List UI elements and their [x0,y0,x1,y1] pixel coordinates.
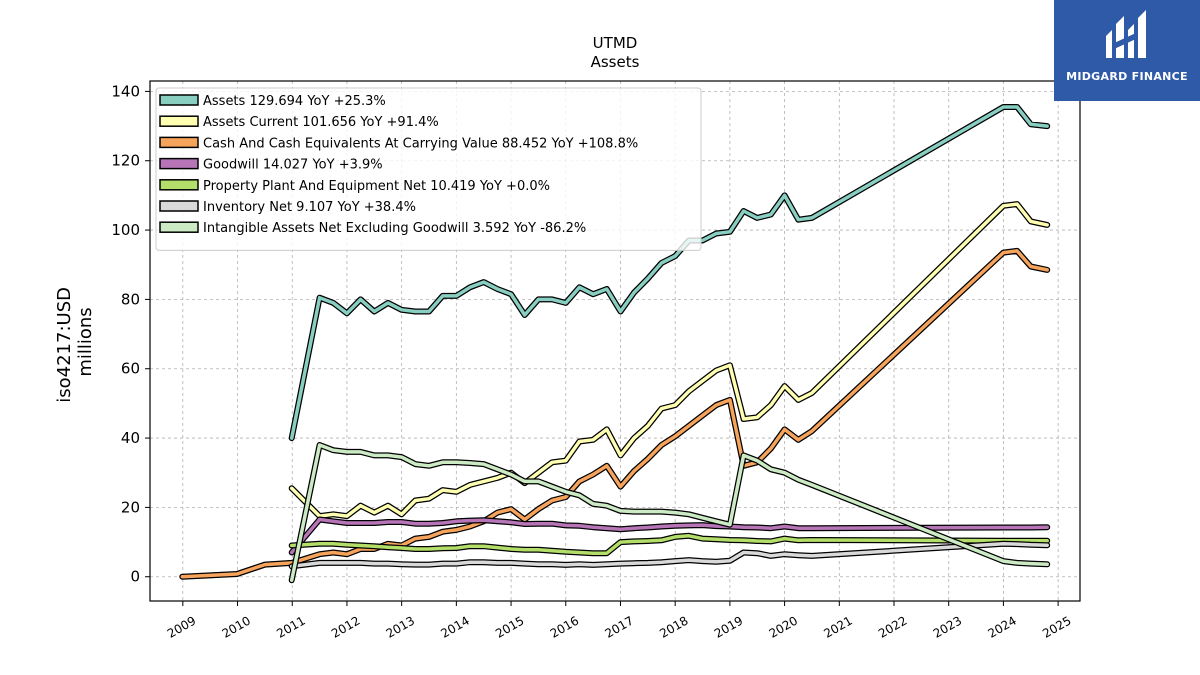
x-tick-label: 2019 [712,613,745,640]
x-tick-label: 2016 [548,613,581,640]
legend-entry: Assets 129.694 YoY +25.3% [203,94,386,109]
x-tick-label: 2023 [931,613,964,640]
y-tick-label: 140 [111,82,140,100]
legend-swatch [159,221,199,233]
series-6 [288,442,1051,584]
series-5 [288,540,1051,570]
series-line [180,249,1049,579]
series-4 [288,532,1051,557]
legend-entry: Intangible Assets Net Excluding Goodwill… [203,221,586,236]
legend: Assets 129.694 YoY +25.3% Assets Current … [155,87,702,251]
series-1 [288,201,1051,520]
legend-entry: Cash And Cash Equivalents At Carrying Va… [203,136,638,151]
series-line [289,202,1049,518]
legend-entry: Goodwill 14.027 YoY +3.9% [203,158,383,173]
series-3 [288,516,1051,556]
x-tick-label: 2022 [876,613,909,640]
x-tick-label: 2018 [657,613,690,640]
x-tick-label: 2017 [603,613,636,640]
x-tick-label: 2011 [274,613,307,640]
series-line [289,517,1049,555]
series-line [289,443,1049,582]
y-axis-label: iso4217:USD millions [54,281,96,402]
y-axis-label-line-1: iso4217:USD [54,287,75,403]
x-tick-label: 2021 [821,613,854,640]
brand-logo: MIDGARD FINANCE [1054,0,1200,101]
plot-frame [149,80,1081,602]
x-tick-label: 2015 [493,613,526,640]
legend-swatch [159,115,199,127]
brand-logo-icon [1106,10,1146,58]
legend-swatch [159,136,199,149]
legend-swatch [159,94,199,106]
series-line [289,542,1049,569]
y-tick-label: 0 [130,568,140,586]
series-layer [179,104,1051,584]
y-tick-label: 40 [121,429,140,447]
series-2 [179,247,1051,580]
x-tick-label: 2025 [1040,613,1073,640]
y-tick-label: 100 [111,221,140,239]
x-tick-label: 2024 [985,613,1018,640]
y-tick-label: 80 [121,290,140,308]
x-tick-label: 2009 [165,613,198,640]
legend-entry: Assets Current 101.656 YoY +91.4% [203,115,439,130]
x-tick-label: 2010 [220,613,253,640]
y-tick-label: 60 [121,360,140,378]
chart-title: UTMD [593,34,638,52]
x-tick-label: 2013 [384,613,417,640]
legend-box [155,87,702,251]
y-axis-ticks: 0 20 40 60 80 100 120 140 [111,82,150,586]
legend-swatch [159,179,199,191]
y-axis-label-line-2: millions [75,307,96,376]
x-tick-label: 2014 [438,613,471,640]
legend-entry: Property Plant And Equipment Net 10.419 … [203,179,550,194]
series-line [289,534,1049,555]
legend-entry: Inventory Net 9.107 YoY +38.4% [203,200,416,215]
chart-subtitle: Assets [591,53,640,71]
x-tick-label: 2012 [329,613,362,640]
y-tick-label: 20 [121,498,140,516]
series-0 [288,104,1051,442]
legend-swatch [159,157,199,170]
series-line [289,105,1049,440]
brand-name: MIDGARD FINANCE [1066,70,1188,83]
y-tick-label: 120 [111,152,140,170]
x-axis-ticks: 2009 2010 2011 2012 2013 2014 2015 2016 2017 2018… [165,601,1074,641]
legend-swatch [159,200,199,212]
x-tick-label: 2020 [767,613,800,640]
